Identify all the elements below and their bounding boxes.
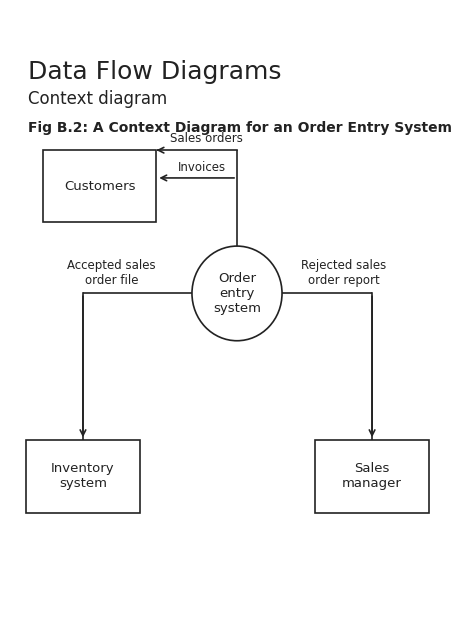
- Bar: [26, 440, 140, 512]
- Text: Customers: Customers: [64, 180, 135, 192]
- Bar: [43, 150, 156, 223]
- Ellipse shape: [192, 246, 282, 341]
- Text: Rejected sales
order report: Rejected sales order report: [301, 259, 386, 287]
- Text: Accepted sales
order file: Accepted sales order file: [67, 259, 155, 287]
- Text: Data Flow Diagrams: Data Flow Diagrams: [28, 60, 282, 84]
- Text: Invoices: Invoices: [177, 161, 226, 174]
- Text: Sales orders: Sales orders: [170, 132, 243, 145]
- Text: Order
entry
system: Order entry system: [213, 272, 261, 315]
- Text: Context diagram: Context diagram: [28, 90, 168, 109]
- Text: Sales
manager: Sales manager: [342, 463, 402, 490]
- Text: Inventory
system: Inventory system: [51, 463, 115, 490]
- Bar: [315, 440, 429, 512]
- Text: Fig B.2: A Context Diagram for an Order Entry System: Fig B.2: A Context Diagram for an Order …: [28, 121, 453, 135]
